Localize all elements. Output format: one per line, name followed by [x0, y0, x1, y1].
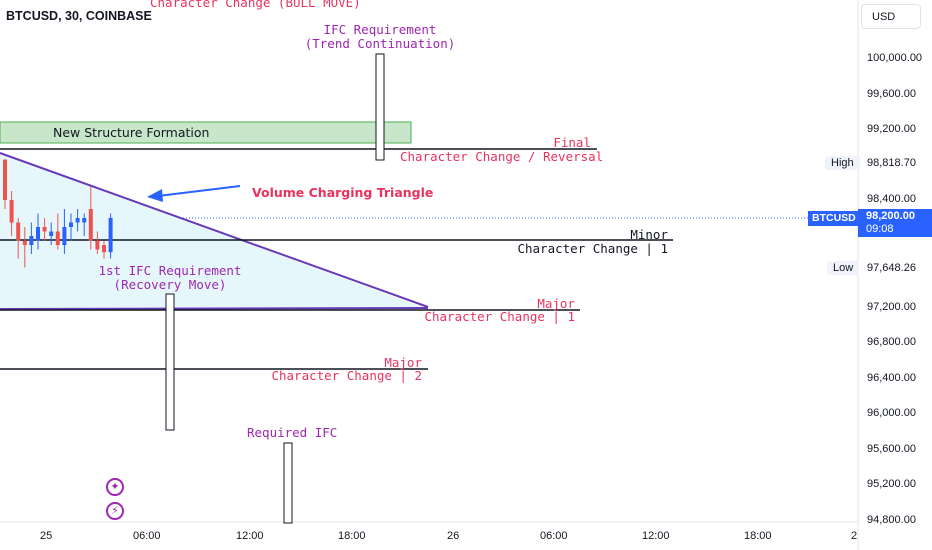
- candle-body: [36, 227, 40, 241]
- price-tick: 95,200.00: [867, 478, 916, 490]
- candle-body: [49, 231, 54, 236]
- candle-body: [95, 240, 100, 250]
- ifc-trend-box: [375, 53, 385, 161]
- currency-button[interactable]: USD: [861, 4, 921, 29]
- ifc-trend-label-1: IFC Requirement: [323, 22, 437, 37]
- candle-body: [82, 218, 87, 223]
- triangle-arrow-shaft: [157, 185, 241, 197]
- triangle-label: Volume Charging Triangle: [252, 185, 434, 200]
- candle-body: [69, 222, 73, 227]
- bull-move-label: Character Change (BULL MOVE): [150, 0, 361, 10]
- final-label-2: Character Change / Reversal: [400, 149, 604, 164]
- price-tick: 100,000.00: [867, 52, 923, 64]
- candle-body: [62, 227, 67, 245]
- price-tick: 96,800.00: [867, 336, 916, 348]
- candle-body: [102, 245, 106, 253]
- triangle-upper-edge: [0, 152, 429, 308]
- candle-body: [55, 231, 60, 245]
- major1-label-2: Character Change | 1: [424, 309, 575, 324]
- lightning-icon[interactable]: ⚡: [106, 502, 124, 520]
- last-price-tag-bg: [858, 209, 932, 237]
- time-tick: 06:00: [133, 530, 161, 542]
- candle-body: [9, 200, 14, 223]
- new-structure-zone: [0, 121, 412, 144]
- candle-body: [42, 227, 47, 232]
- required-ifc-label: Required IFC: [247, 425, 338, 440]
- low-value: 97,648.26: [867, 262, 916, 274]
- triangle-arrow-head: [147, 189, 163, 202]
- symbol-title[interactable]: BTCUSD, 30, COINBASE: [6, 9, 152, 23]
- ifc-trend-label-2: (Trend Continuation): [304, 36, 456, 51]
- new-structure-label: New Structure Formation: [53, 125, 210, 140]
- candle-body: [29, 236, 34, 245]
- high-value: 98,818.70: [867, 157, 916, 169]
- bar-countdown: 09:08: [866, 223, 894, 235]
- time-tick: 18:00: [744, 530, 772, 542]
- candle-body: [22, 240, 27, 245]
- high-tag: High: [825, 156, 860, 170]
- last-symbol-tag: BTCUSD: [812, 212, 856, 224]
- candle-body: [16, 222, 21, 241]
- time-tick: 06:00: [540, 530, 568, 542]
- time-tick: 2: [851, 530, 858, 542]
- price-tick: 96,000.00: [867, 407, 916, 419]
- price-tick: 96,400.00: [867, 372, 916, 384]
- last-symbol-tag-bg: [808, 211, 858, 226]
- required-ifc-box: [283, 442, 293, 524]
- time-tick: 12:00: [642, 530, 670, 542]
- candle-body: [108, 218, 113, 253]
- final-label-1: Final: [553, 135, 591, 150]
- minor-label-2: Character Change | 1: [517, 241, 668, 256]
- candle-body: [3, 159, 7, 200]
- low-tag: Low: [827, 261, 860, 275]
- price-tick: 95,600.00: [867, 443, 916, 455]
- price-tick: 97,200.00: [867, 301, 916, 313]
- candle-body: [88, 209, 93, 241]
- time-tick: 25: [40, 530, 53, 542]
- time-tick: 26: [447, 530, 460, 542]
- ifc-recovery-box: [165, 293, 175, 431]
- price-tick: 99,200.00: [867, 123, 916, 135]
- ifc-recovery-label-2: (Recovery Move): [113, 277, 227, 292]
- candle-body: [75, 218, 80, 223]
- price-tick: 94,800.00: [867, 514, 916, 526]
- major2-label-2: Character Change | 2: [271, 368, 422, 383]
- major1-label-1: Major: [537, 296, 575, 311]
- candlestick-series: [3, 159, 113, 268]
- major2-label-1: Major: [384, 355, 422, 370]
- time-tick: 12:00: [236, 530, 264, 542]
- price-tick: 98,400.00: [867, 193, 916, 205]
- minor-label-1: Minor: [630, 227, 668, 242]
- time-tick: 18:00: [338, 530, 366, 542]
- price-tick: 99,600.00: [867, 88, 916, 100]
- ifc-recovery-label-1: 1st IFC Requirement: [98, 263, 242, 278]
- last-price-value: 98,200.00: [866, 210, 915, 222]
- sparkle-icon[interactable]: ✦: [106, 478, 124, 496]
- triangle-lower-edge: [0, 307, 429, 310]
